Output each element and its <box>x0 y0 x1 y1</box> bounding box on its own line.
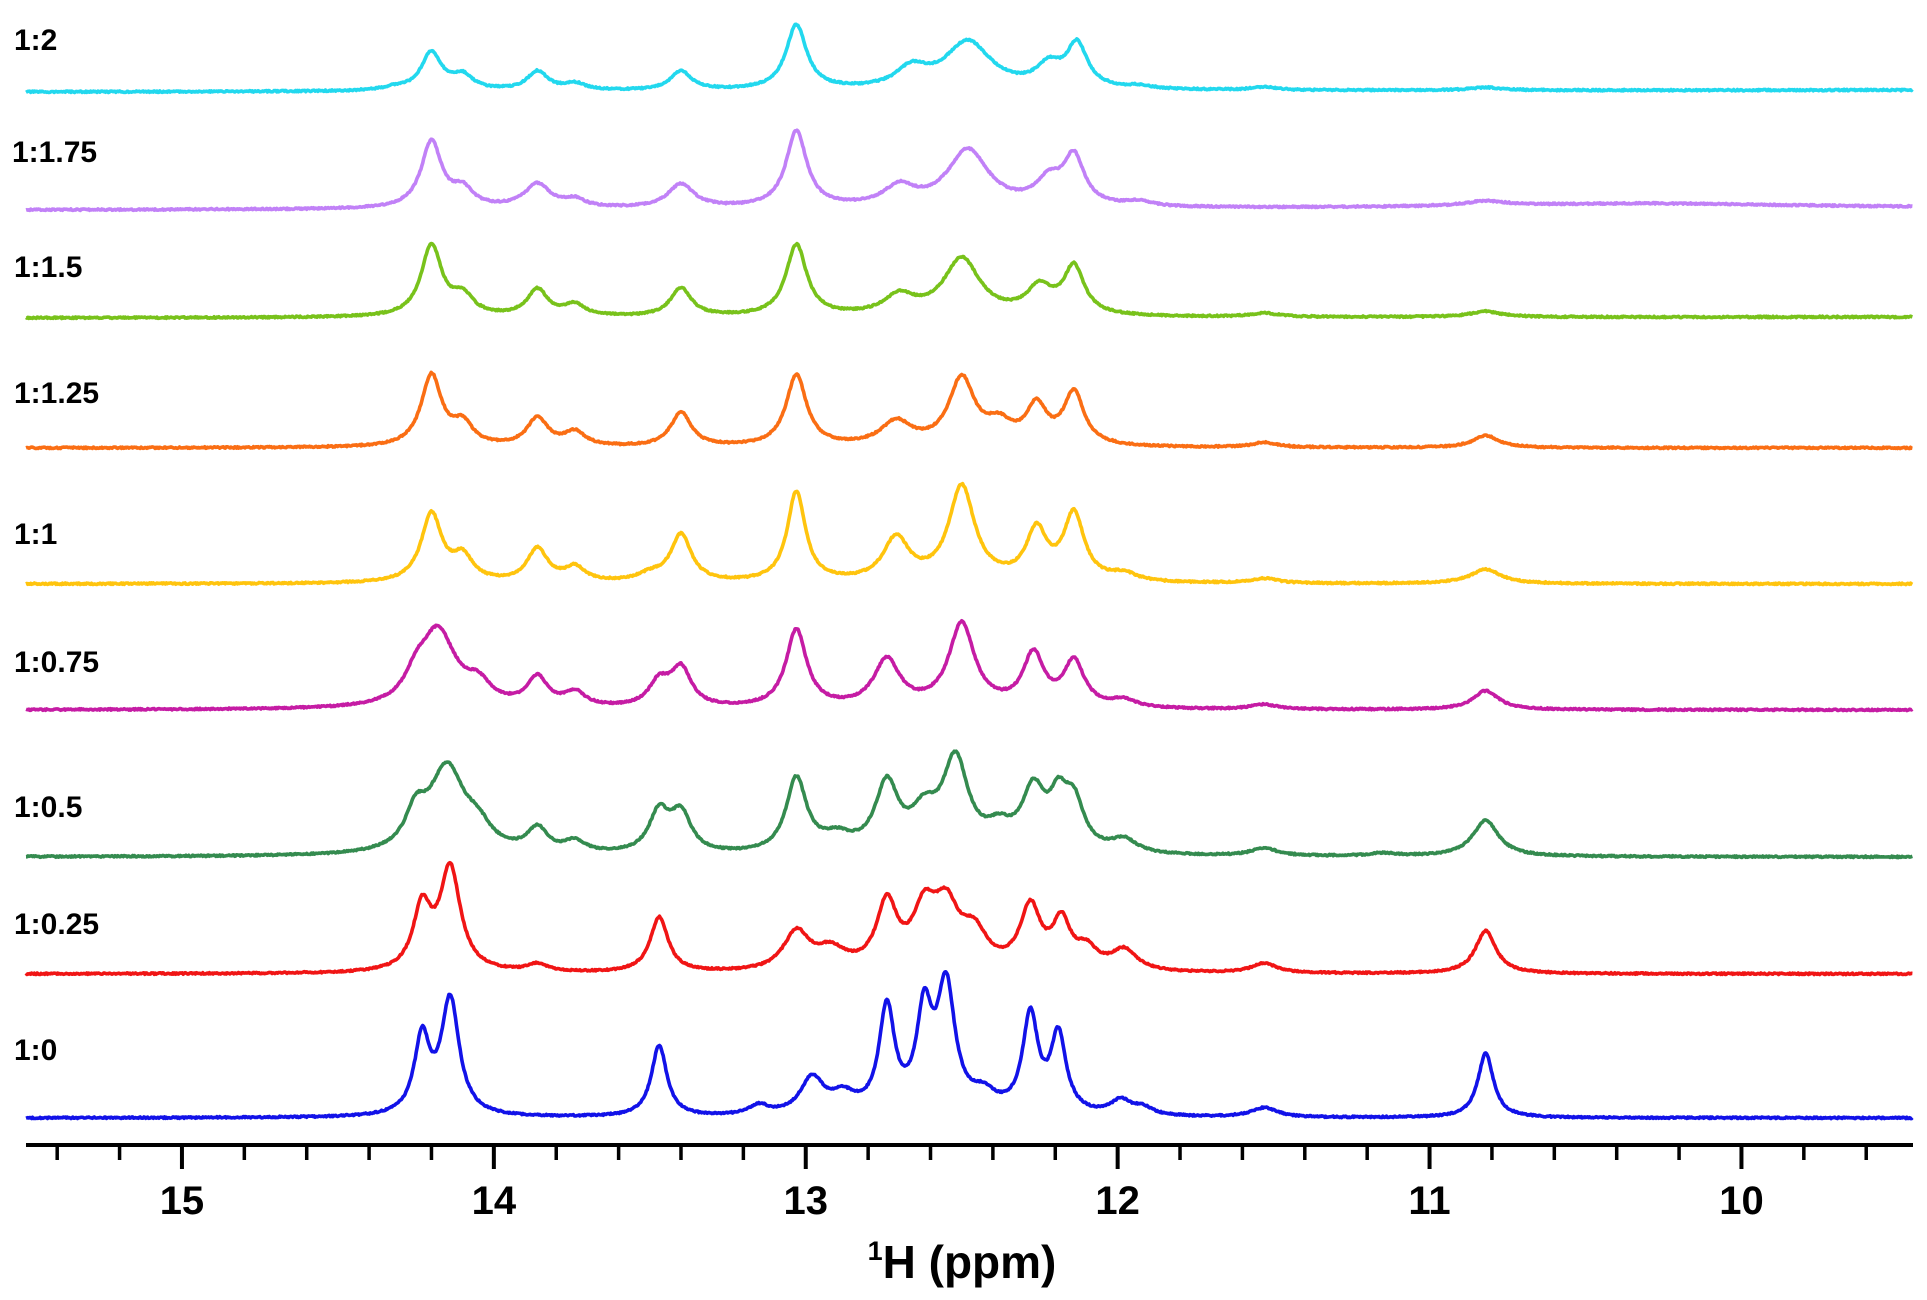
x-tick-label: 12 <box>1095 1179 1140 1223</box>
spectrum-trace-1-0 <box>25 970 1914 1121</box>
series-label-1-1: 1:1 <box>14 518 57 551</box>
x-axis-title-text: H (ppm) <box>883 1236 1057 1288</box>
series-label-1-0-25: 1:0.25 <box>14 908 99 941</box>
x-axis-ticks-group <box>55 1145 1868 1169</box>
x-tick-label: 11 <box>1408 1179 1450 1223</box>
x-axis-tick-labels-group: 15 14 13 12 11 10 <box>160 1179 1764 1223</box>
spectrum-trace-1-1-25 <box>25 370 1914 451</box>
spectrum-trace-1-1 <box>25 481 1914 587</box>
series-label-1-1-75: 1:1.75 <box>12 136 97 169</box>
spectrum-trace-1-0-75 <box>25 619 1914 713</box>
series-label-1-1-5: 1:1.5 <box>14 251 82 284</box>
series-labels-group: 1:2 1:1.75 1:1.5 1:1.25 1:1 1:0.75 1:0.5 1:0.25… <box>12 24 99 1067</box>
spectrum-trace-1-1-5 <box>25 241 1914 321</box>
x-tick-label: 14 <box>472 1179 517 1223</box>
spectrum-trace-1-0-5 <box>25 749 1914 860</box>
x-tick-label: 10 <box>1719 1179 1764 1223</box>
x-tick-label: 13 <box>784 1179 829 1223</box>
series-label-1-1-25: 1:1.25 <box>14 377 99 410</box>
spectrum-trace-1-1-75 <box>25 128 1914 213</box>
series-label-1-0-75: 1:0.75 <box>14 646 99 679</box>
x-axis-title-superscript: 1 <box>868 1236 883 1266</box>
x-axis-title: 1H (ppm) <box>868 1236 1057 1288</box>
series-label-1-0: 1:0 <box>14 1034 57 1067</box>
spectrum-trace-1-2 <box>25 22 1914 95</box>
series-label-1-0-5: 1:0.5 <box>14 791 82 824</box>
series-label-1-2: 1:2 <box>14 24 57 57</box>
spectrum-trace-1-0-25 <box>24 860 1914 977</box>
spectra-group <box>24 22 1914 1121</box>
x-tick-label: 15 <box>160 1179 205 1223</box>
